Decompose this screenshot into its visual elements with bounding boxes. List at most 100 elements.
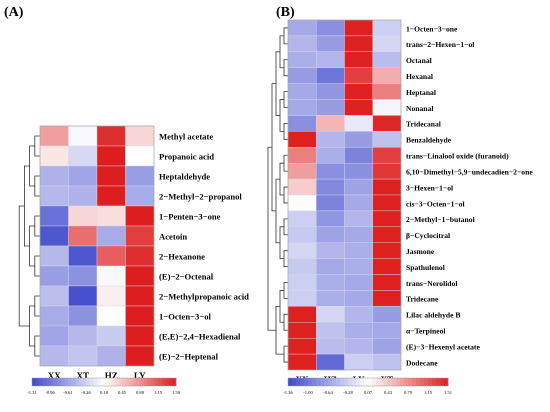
- heatmap-cell: [344, 147, 373, 164]
- heatmap-cell: [287, 99, 317, 116]
- heatmap-cell: [372, 274, 402, 291]
- scale-segment: [360, 378, 365, 386]
- heatmap-cell: [316, 67, 345, 84]
- scale-segment: [380, 378, 385, 386]
- scale-tick-label: 0.10: [100, 390, 109, 395]
- heatmap-cell: [287, 258, 317, 275]
- heatmap-cell: [372, 83, 402, 100]
- dendrogram-branch: [279, 226, 284, 260]
- heatmap-cell: [287, 306, 317, 323]
- heatmap-cell: [344, 353, 373, 371]
- scale-segment: [336, 378, 341, 386]
- heatmap-cell: [344, 194, 373, 212]
- scale-segment: [308, 378, 313, 386]
- heatmap-cell: [344, 210, 373, 228]
- heatmap-cell: [96, 185, 126, 207]
- scale-tick-label: 1.15: [154, 390, 163, 395]
- heatmap-cell: [344, 99, 373, 116]
- dendrogram-branch: [283, 186, 288, 204]
- scale-segment: [316, 378, 321, 386]
- column-label: HZ: [105, 371, 118, 381]
- heatmap-cell: [96, 145, 126, 167]
- heatmap-cell: [96, 265, 126, 287]
- heatmap-cell: [372, 226, 402, 243]
- row-label: 2−Methyl−1−butanol: [406, 215, 475, 224]
- heatmap-cell: [287, 274, 317, 291]
- heatmap-cell: [372, 290, 402, 307]
- color-scale: -1.31 -0.96 -0.61 -0.26 0.10 0.45 0.80 1.15 1.50: [27, 377, 181, 395]
- heatmap-cell: [344, 131, 373, 148]
- heatmap-cell: [287, 322, 317, 339]
- dendrogram-branch: [267, 146, 276, 331]
- scale-segment: [107, 378, 112, 386]
- heatmap-cell: [68, 125, 98, 147]
- heatmap-cell: [344, 162, 373, 180]
- row-label: Jasmone: [406, 247, 435, 256]
- scale-segment: [129, 378, 134, 386]
- heatmap-cell: [287, 83, 317, 100]
- heatmap-cell: [372, 115, 402, 132]
- column-label: XX: [48, 371, 61, 381]
- dendrogram-branch: [283, 91, 288, 108]
- heatmap-cell: [372, 258, 402, 275]
- heatmap-cell: [316, 353, 345, 371]
- scale-segment: [89, 378, 94, 386]
- row-label: α−Terpineol: [406, 327, 446, 336]
- scale-tick-label: 1.15: [424, 390, 433, 395]
- heatmap-cell: [125, 225, 155, 247]
- row-label: Propanoic acid: [159, 151, 214, 161]
- dendrogram-branch: [283, 218, 288, 236]
- row-label: Methyl acetate: [159, 131, 213, 141]
- heatmap-cell: [125, 245, 155, 267]
- heatmap-cell: [372, 242, 402, 259]
- heatmap-cell: [96, 225, 126, 247]
- heatmap-cell: [316, 226, 345, 243]
- scale-segment: [416, 378, 421, 386]
- heatmap-cell: [68, 265, 98, 287]
- scale-segment: [122, 378, 126, 386]
- scale-segment: [432, 378, 437, 386]
- scale-segment: [96, 378, 101, 386]
- heatmap-cell: [287, 337, 317, 355]
- heatmap-cell: [96, 205, 126, 227]
- scale-segment: [424, 378, 429, 386]
- scale-segment: [114, 378, 119, 386]
- heatmap-cells: [287, 19, 402, 371]
- heatmap-cell: [316, 19, 345, 37]
- heatmap-cell: [287, 131, 317, 148]
- row-label: (E,E)−2,4−Hexadienal: [159, 331, 241, 341]
- dendrogram-branch: [283, 250, 288, 267]
- heatmap-panel-a: (A) Methyl acetate Propanoic acid Heptaldeh…: [4, 5, 249, 395]
- heatmap-cell: [68, 145, 98, 167]
- column-label: LY: [134, 371, 146, 381]
- column-label: XT: [76, 371, 89, 381]
- heatmap-cell: [68, 345, 98, 367]
- heatmap-cell: [372, 99, 402, 116]
- scale-segment: [50, 378, 54, 386]
- dendrogram-branch: [283, 27, 288, 45]
- scale-segment: [324, 378, 329, 386]
- scale-segment: [404, 378, 409, 386]
- row-label: Octanal: [406, 56, 432, 65]
- heatmap-cell: [344, 258, 373, 275]
- dendrogram-branch: [18, 205, 30, 327]
- dendrogram-branch: [283, 313, 288, 331]
- dendrogram-branch: [283, 282, 288, 299]
- scale-tick-label: -0.96: [45, 390, 55, 395]
- scale-tick-label: 0.07: [364, 390, 373, 395]
- dendrogram-branch: [279, 99, 284, 132]
- row-label: 1−Octen−3−one: [406, 24, 458, 33]
- dendrogram-branch: [34, 215, 40, 237]
- dendrogram-branch: [283, 123, 288, 140]
- heatmap-cell: [39, 205, 69, 227]
- heatmap-cell: [372, 35, 402, 53]
- heatmap-cell: [344, 306, 373, 323]
- row-label: 1−Octen−3−ol: [159, 311, 212, 321]
- row-label: β−Cyclocitral: [406, 231, 450, 240]
- scale-tick-label: 0.45: [118, 390, 127, 395]
- scale-tick-label: -0.28: [343, 390, 353, 395]
- heatmap-cell: [316, 194, 345, 212]
- row-label: Lilac aldehyde B: [406, 311, 460, 320]
